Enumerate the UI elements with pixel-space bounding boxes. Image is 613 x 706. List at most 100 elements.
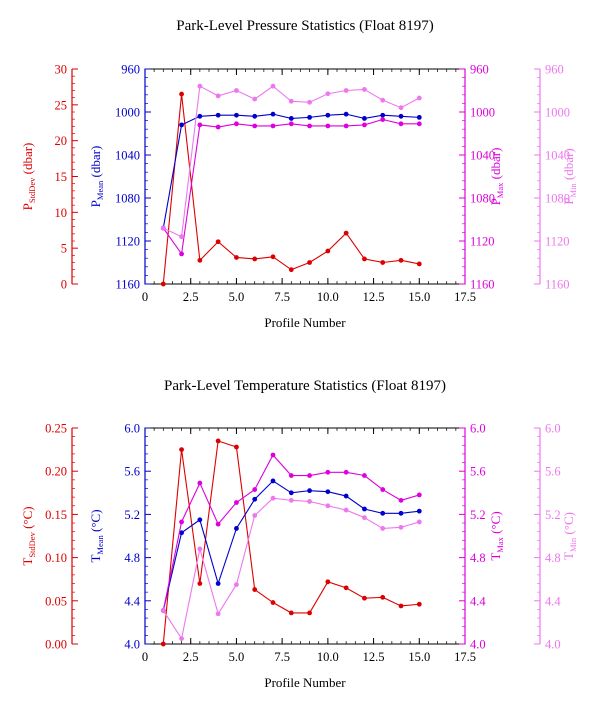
x-tick-label: 15.0 bbox=[408, 290, 430, 304]
y-axis-label-subscript: Min bbox=[568, 183, 578, 198]
data-point-std bbox=[234, 255, 239, 260]
y-axis-label-std: TStdDev (°C) bbox=[20, 506, 37, 565]
series-line-mean bbox=[162, 113, 420, 229]
data-point-max bbox=[215, 124, 221, 130]
x-tick-label: 15.0 bbox=[408, 650, 430, 664]
data-point-mean bbox=[398, 113, 404, 119]
y-axis-label-max: PMax (dbar) bbox=[488, 148, 505, 206]
x-tick-label: 17.5 bbox=[454, 650, 476, 664]
data-point-std bbox=[215, 438, 221, 444]
y-tick-label-std: 30 bbox=[55, 63, 68, 77]
y-axis-label-subscript: Max bbox=[495, 536, 505, 552]
y-axis-label-symbol: T bbox=[20, 558, 35, 566]
data-point-min bbox=[160, 225, 166, 231]
data-point-max bbox=[325, 123, 331, 129]
y-axis-label-unit: (dbar) bbox=[561, 148, 576, 183]
y-tick-label-min: 960 bbox=[545, 63, 564, 77]
y-axis-label-mean: TMean (°C) bbox=[88, 509, 105, 562]
x-tick-label: 17.5 bbox=[454, 290, 476, 304]
data-point-min bbox=[398, 105, 404, 111]
data-point-min bbox=[307, 499, 312, 504]
y-tick-label-min: 5.2 bbox=[545, 508, 561, 522]
data-point-min bbox=[270, 495, 276, 501]
data-point-max bbox=[398, 121, 404, 127]
data-point-min bbox=[416, 95, 422, 101]
x-tick-label: 7.5 bbox=[274, 650, 290, 664]
data-point-mean bbox=[179, 122, 184, 128]
data-point-std bbox=[325, 579, 331, 585]
data-point-max bbox=[288, 121, 294, 127]
y-tick-label-mean: 1000 bbox=[115, 106, 140, 120]
y-axis-label-max: TMax (°C) bbox=[488, 511, 505, 560]
data-point-min bbox=[343, 88, 349, 93]
data-point-mean bbox=[362, 506, 367, 512]
data-point-std bbox=[270, 254, 276, 260]
x-tick-label: 5.0 bbox=[229, 650, 245, 664]
data-point-mean bbox=[270, 111, 276, 117]
y-axis-label-symbol: T bbox=[488, 553, 503, 561]
y-tick-label-max: 4.4 bbox=[470, 594, 486, 608]
data-point-mean bbox=[288, 116, 294, 121]
data-point-max bbox=[380, 487, 386, 492]
data-point-std bbox=[179, 91, 184, 97]
data-point-max bbox=[362, 473, 367, 478]
x-tick-label: 12.5 bbox=[363, 650, 385, 664]
data-point-mean bbox=[343, 111, 349, 117]
data-point-mean bbox=[252, 496, 258, 502]
data-point-max bbox=[398, 497, 404, 503]
data-point-mean bbox=[343, 493, 349, 499]
data-point-std bbox=[343, 230, 349, 236]
y-tick-label-mean: 6.0 bbox=[124, 422, 140, 436]
data-point-std bbox=[215, 239, 221, 245]
data-point-min bbox=[270, 83, 276, 89]
data-point-std bbox=[362, 595, 367, 601]
temperature-chart: Park-Level Temperature Statistics (Float… bbox=[20, 378, 578, 690]
data-point-max bbox=[343, 469, 349, 475]
y-tick-label-mean: 4.4 bbox=[124, 594, 140, 608]
y-tick-label-mean: 4.8 bbox=[124, 551, 140, 565]
data-point-min bbox=[234, 582, 239, 587]
data-point-min bbox=[179, 234, 184, 240]
data-point-min bbox=[307, 99, 312, 105]
y-axis-label-symbol: P bbox=[488, 198, 503, 205]
data-point-std bbox=[398, 603, 404, 609]
data-point-min bbox=[398, 524, 404, 530]
data-point-max bbox=[197, 122, 203, 128]
data-point-std bbox=[179, 447, 184, 452]
data-point-std bbox=[234, 444, 239, 450]
x-tick-label: 12.5 bbox=[363, 290, 385, 304]
y-tick-label-min: 4.4 bbox=[545, 594, 561, 608]
data-point-max bbox=[307, 473, 312, 478]
y-axis-label-subscript: Max bbox=[495, 182, 505, 198]
y-tick-label-std: 15 bbox=[55, 170, 68, 184]
y-tick-label-min: 1000 bbox=[545, 106, 570, 120]
y-tick-label-mean: 1120 bbox=[115, 235, 140, 249]
series-line-max bbox=[162, 454, 420, 611]
y-axis-label-subscript: Mean bbox=[95, 180, 105, 200]
series-line-min bbox=[163, 85, 420, 238]
y-axis-label-symbol: P bbox=[20, 203, 35, 210]
y-tick-label-max: 1080 bbox=[470, 192, 495, 206]
data-point-std bbox=[270, 600, 276, 605]
y-tick-label-std: 5 bbox=[61, 242, 67, 256]
data-point-mean bbox=[325, 112, 331, 118]
y-tick-label-min: 5.6 bbox=[545, 465, 561, 479]
y-tick-label-std: 0.05 bbox=[45, 594, 67, 608]
y-tick-label-max: 6.0 bbox=[470, 422, 486, 436]
data-point-max bbox=[197, 480, 203, 486]
data-point-mean bbox=[416, 114, 422, 120]
data-point-min bbox=[416, 519, 422, 525]
data-point-std bbox=[325, 248, 331, 254]
y-tick-label-std: 0.00 bbox=[45, 638, 67, 652]
y-tick-label-mean: 4.0 bbox=[124, 638, 140, 652]
data-point-max bbox=[307, 123, 312, 129]
data-point-min bbox=[215, 611, 221, 617]
y-tick-label-std: 0 bbox=[61, 278, 67, 292]
data-point-min bbox=[197, 83, 203, 89]
y-tick-label-std: 0.25 bbox=[45, 422, 67, 436]
data-point-std bbox=[197, 257, 203, 263]
y-tick-label-mean: 1080 bbox=[115, 192, 140, 206]
x-tick-label: 2.5 bbox=[183, 650, 199, 664]
data-point-std bbox=[416, 601, 422, 607]
y-tick-label-max: 1040 bbox=[470, 149, 495, 163]
